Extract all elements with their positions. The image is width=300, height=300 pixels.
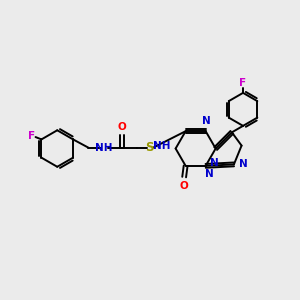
Text: N: N [202,116,211,127]
Text: NH: NH [153,141,170,151]
Text: O: O [118,122,126,132]
Text: S: S [146,141,154,154]
Text: N: N [210,158,219,168]
Text: O: O [180,181,188,190]
Text: NH: NH [95,142,112,153]
Text: N: N [238,159,247,170]
Text: N: N [206,169,214,179]
Text: F: F [239,78,247,88]
Text: F: F [28,131,35,142]
